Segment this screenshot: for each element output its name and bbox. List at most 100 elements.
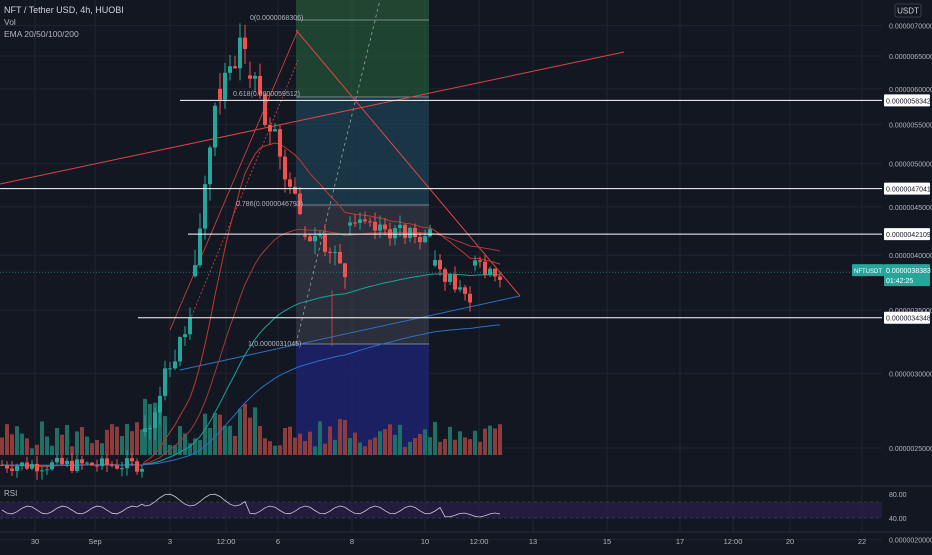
volume-bar <box>413 437 417 455</box>
volume-bar <box>243 404 247 455</box>
candle-body <box>433 259 437 266</box>
volume-bar <box>5 424 9 455</box>
fib-zone-top <box>296 0 429 20</box>
candle-body <box>488 268 492 275</box>
volume-bar <box>15 426 19 455</box>
horizontal-levels[interactable] <box>0 99 882 319</box>
volume-bar <box>453 439 457 455</box>
volume-bar <box>368 439 372 455</box>
candle-body <box>328 251 332 253</box>
rsi-legend: RSI <box>4 489 17 498</box>
volume-bar <box>158 407 162 455</box>
time-axis[interactable]: 30 Sep 3 12:00 6 8 10 12:00 13 15 17 12:00 20 22 <box>0 531 932 546</box>
fib-zone-extension <box>296 344 429 455</box>
volume-bar <box>398 424 402 455</box>
time-tick-label: 6 <box>276 537 280 546</box>
volume-bar <box>40 421 44 455</box>
volume-bar <box>110 424 114 455</box>
candle-body <box>453 274 457 290</box>
level-price-badge <box>884 228 930 241</box>
rsi-pane[interactable]: 80.00 40.00 <box>0 485 932 523</box>
price-tick-label: 0.0000040000 <box>889 253 932 260</box>
volume-bar <box>120 436 124 455</box>
candle-body <box>40 470 44 472</box>
level-price-badge <box>884 94 930 107</box>
candle-body <box>35 463 39 472</box>
time-tick-label: 12:00 <box>470 537 489 546</box>
volume-bar <box>198 439 202 455</box>
volume-bar <box>273 445 277 455</box>
volume-bar <box>30 448 34 455</box>
volume-bar <box>130 431 134 455</box>
candle-body <box>140 468 144 472</box>
price-tick-label: 0.0000050000 <box>889 162 932 169</box>
volume-bar <box>278 445 282 455</box>
candle-body <box>25 462 29 469</box>
fib-level-label: 1(0.0000031045) <box>248 341 301 348</box>
current-price-badge <box>884 264 930 287</box>
candle-body <box>50 462 54 470</box>
candle-body <box>188 318 192 335</box>
candle-body <box>403 224 407 238</box>
candle-body <box>75 459 79 471</box>
candle-body <box>135 461 139 472</box>
fib-level-label: 0(0.0000068306) <box>250 15 303 22</box>
candle-body <box>45 469 49 471</box>
candle-body <box>198 228 202 266</box>
candle-body <box>323 234 327 252</box>
volume-bar <box>293 437 297 455</box>
candle-body <box>95 465 99 467</box>
volume-bar <box>448 426 452 455</box>
candle-body <box>203 184 207 229</box>
volume-bar <box>25 438 29 455</box>
candle-body <box>418 237 422 243</box>
price-tick-label: 0.0000065000 <box>889 54 932 61</box>
candle-body <box>5 464 9 469</box>
candle-body <box>313 235 317 242</box>
candle-body <box>10 468 14 471</box>
level-price-label: 0.0000047041 <box>886 187 931 194</box>
level-price-badge <box>884 311 930 324</box>
fib-retracement[interactable] <box>295 0 429 455</box>
candle-body <box>288 179 292 187</box>
trend-lines[interactable] <box>0 29 625 371</box>
candle-body <box>458 287 462 290</box>
candle-body <box>183 334 187 338</box>
candle-body <box>393 228 397 239</box>
candle-body <box>115 465 119 469</box>
candle-body <box>298 193 302 215</box>
candle-body <box>173 361 177 369</box>
candle-body <box>193 265 197 277</box>
candle-body <box>423 236 427 243</box>
volume-bar <box>85 436 89 455</box>
time-tick-label: 13 <box>529 537 537 546</box>
candle-body <box>463 287 467 294</box>
level-price-badge <box>884 182 930 195</box>
current-price-label: 0.0000038383 <box>886 268 931 275</box>
candle-body <box>268 124 272 132</box>
volume-bar <box>183 433 187 455</box>
candle-body <box>253 75 257 79</box>
time-tick-label: 22 <box>858 537 866 546</box>
candle-body <box>218 88 222 100</box>
time-tick-label: 3 <box>168 537 172 546</box>
quote-currency-badge[interactable]: USDT <box>894 3 922 18</box>
volume-bar <box>268 441 272 455</box>
volume-bar <box>70 446 74 455</box>
price-tick-label: 0.0000055000 <box>889 123 932 130</box>
rsi-tick-label: 80.00 <box>889 492 907 499</box>
volume-bar <box>65 425 69 455</box>
volume-bar <box>313 446 317 455</box>
candle-body <box>110 464 114 466</box>
volume-bar <box>238 408 242 455</box>
fan-line-2 <box>189 59 299 321</box>
volume-bar <box>105 429 109 455</box>
candle-body <box>353 222 357 224</box>
candle-body <box>368 221 372 223</box>
volume-bar <box>163 416 167 455</box>
ema-legend: EMA 20/50/100/200 <box>4 29 79 39</box>
candle-body <box>158 395 162 413</box>
volume-bar <box>403 446 407 455</box>
